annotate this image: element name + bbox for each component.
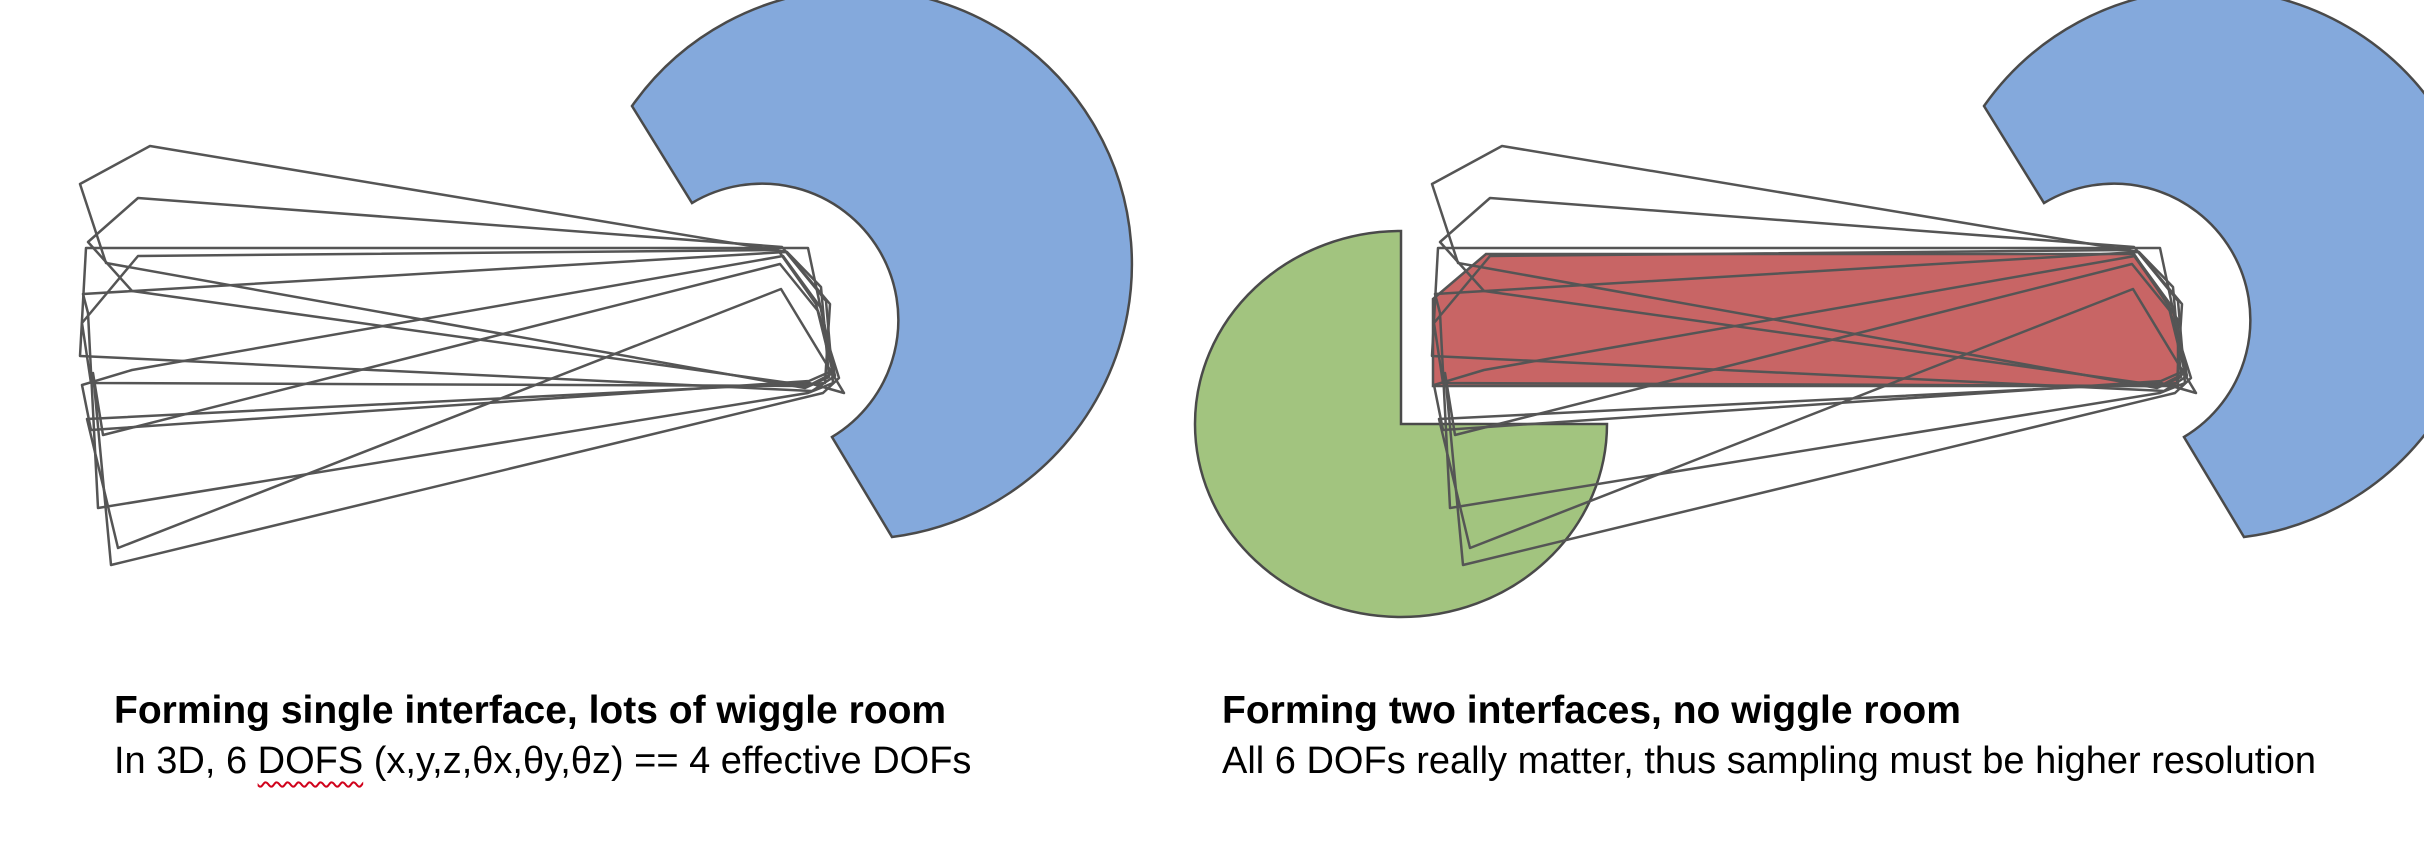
pose-fan-left (78, 144, 846, 567)
right-caption-title: Forming two interfaces, no wiggle room (1222, 689, 1961, 732)
left-caption-body: In 3D, 6 DOFS (x,y,z,θx,θy,θz) == 4 effe… (114, 738, 971, 784)
misspelled-word: DOFS (257, 740, 364, 782)
right-panel-figure (1193, 0, 2424, 619)
partner-red (1431, 252, 2180, 388)
right-caption-body: All 6 DOFs really matter, thus sampling … (1222, 740, 2317, 782)
left-caption-body-suffix: (x,y,z,θx,θy,θz) == 4 effective DOFs (363, 740, 972, 782)
right-caption: Forming two interfaces, no wiggle room A… (1222, 688, 2316, 784)
left-caption-title: Forming single interface, lots of wiggle… (114, 689, 947, 732)
left-caption-body-prefix: In 3D, 6 (114, 740, 258, 782)
left-caption: Forming single interface, lots of wiggle… (114, 688, 971, 784)
left-panel-figure (78, 0, 1134, 567)
